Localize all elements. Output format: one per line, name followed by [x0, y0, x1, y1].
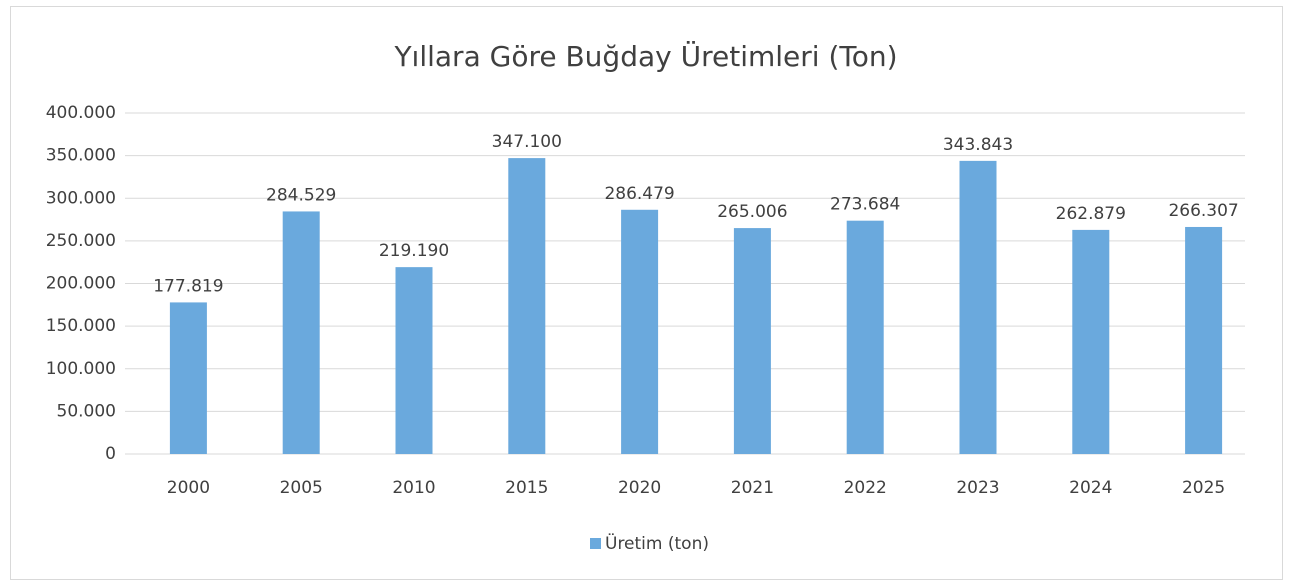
data-label: 343.843 — [943, 135, 1013, 155]
x-tick-label: 2010 — [392, 478, 435, 498]
y-tick-label: 400.000 — [46, 103, 116, 123]
y-tick-label: 0 — [105, 444, 116, 464]
bar — [508, 158, 546, 455]
data-label: 286.479 — [604, 184, 674, 204]
y-tick-label: 100.000 — [46, 359, 116, 379]
data-label: 347.100 — [492, 132, 562, 152]
bar — [733, 228, 771, 454]
x-tick-label: 2024 — [1069, 478, 1112, 498]
data-label: 284.529 — [266, 185, 336, 205]
bar — [1185, 226, 1223, 454]
y-tick-label: 200.000 — [46, 274, 116, 294]
y-tick-label: 350.000 — [46, 146, 116, 166]
bar — [1072, 229, 1110, 454]
x-tick-label: 2025 — [1182, 478, 1225, 498]
bar — [395, 267, 433, 454]
data-label: 265.006 — [717, 202, 787, 222]
data-label: 177.819 — [153, 276, 223, 296]
y-tick-label: 300.000 — [46, 188, 116, 208]
data-label: 262.879 — [1056, 204, 1126, 224]
y-tick-label: 150.000 — [46, 316, 116, 336]
legend-label: Üretim (ton) — [605, 532, 709, 554]
x-tick-label: 2020 — [618, 478, 661, 498]
data-label: 219.190 — [379, 241, 449, 261]
x-tick-label: 2022 — [844, 478, 887, 498]
x-tick-label: 2021 — [731, 478, 774, 498]
bar — [169, 302, 207, 454]
bar — [846, 220, 884, 454]
y-tick-label: 250.000 — [46, 231, 116, 251]
bar — [621, 209, 659, 454]
bar — [959, 160, 997, 454]
y-tick-label: 50.000 — [57, 401, 116, 421]
bar — [282, 211, 320, 454]
x-tick-label: 2005 — [280, 478, 323, 498]
data-label: 266.307 — [1168, 201, 1238, 221]
chart-title: Yıllara Göre Buğday Üretimleri (Ton) — [393, 39, 897, 73]
legend-swatch — [590, 538, 601, 549]
x-tick-label: 2015 — [505, 478, 548, 498]
x-tick-label: 2000 — [167, 478, 210, 498]
data-label: 273.684 — [830, 195, 900, 215]
x-tick-label: 2023 — [956, 478, 999, 498]
